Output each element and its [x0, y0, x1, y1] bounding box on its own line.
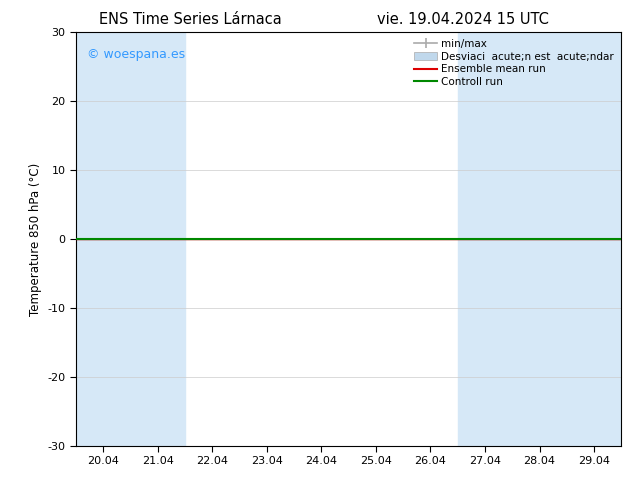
Bar [458, 32, 621, 446]
Text: © woespana.es: © woespana.es [87, 49, 185, 61]
Text: vie. 19.04.2024 15 UTC: vie. 19.04.2024 15 UTC [377, 12, 549, 27]
Legend: min/max, Desviaci  acute;n est  acute;ndar, Ensemble mean run, Controll run: min/max, Desviaci acute;n est acute;ndar… [410, 35, 618, 91]
Bar [76, 32, 185, 446]
Y-axis label: Temperature 850 hPa (°C): Temperature 850 hPa (°C) [29, 162, 42, 316]
Text: ENS Time Series Lárnaca: ENS Time Series Lárnaca [99, 12, 281, 27]
